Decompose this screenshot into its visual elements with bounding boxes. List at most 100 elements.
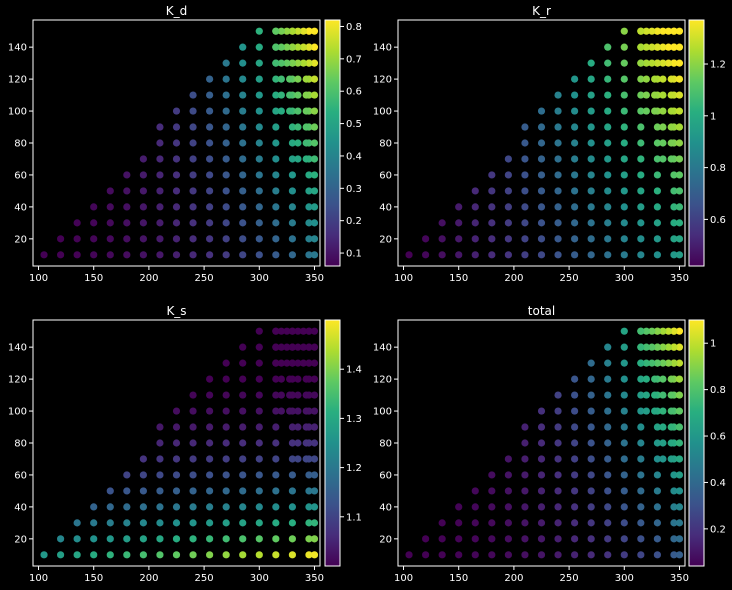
scatter-point xyxy=(222,471,230,479)
scatter-point xyxy=(139,251,147,259)
x-tick-label: 250 xyxy=(560,273,579,284)
scatter-point xyxy=(123,535,131,543)
scatter-point xyxy=(123,171,131,179)
scatter-point xyxy=(222,551,230,559)
scatter-point xyxy=(571,503,579,511)
scatter-point xyxy=(239,155,247,163)
scatter-point xyxy=(288,171,297,179)
scatter-point xyxy=(504,155,512,163)
scatter-point xyxy=(172,551,181,559)
scatter-point xyxy=(283,343,291,351)
scatter-point xyxy=(172,535,181,543)
scatter-point xyxy=(172,519,181,527)
y-tick-label: 60 xyxy=(14,170,27,181)
scatter-point xyxy=(571,155,579,163)
scatter-point xyxy=(554,251,562,259)
scatter-point xyxy=(642,91,650,99)
scatter-point xyxy=(471,235,479,243)
scatter-point xyxy=(255,439,263,447)
scatter-point xyxy=(156,139,164,147)
scatter-point xyxy=(620,219,628,227)
scatter-point xyxy=(455,551,463,559)
scatter-point xyxy=(421,551,430,559)
scatter-point xyxy=(272,391,280,399)
scatter-point xyxy=(294,123,302,131)
scatter-point xyxy=(56,535,65,543)
scatter-point xyxy=(587,171,595,179)
scatter-point xyxy=(222,123,230,131)
scatter-point xyxy=(667,375,675,383)
scatter-point xyxy=(438,535,446,543)
scatter-point xyxy=(302,375,310,383)
scatter-point xyxy=(206,203,214,211)
scatter-point xyxy=(653,343,662,351)
scatter-point xyxy=(637,327,645,335)
scatter-point xyxy=(310,327,319,335)
scatter-point xyxy=(189,107,197,115)
scatter-point xyxy=(222,107,230,115)
scatter-point xyxy=(286,107,294,115)
scatter-point xyxy=(471,219,479,227)
scatter-point xyxy=(172,439,181,447)
scatter-point xyxy=(294,139,302,147)
scatter-point xyxy=(571,107,579,115)
scatter-point xyxy=(277,391,285,399)
scatter-point xyxy=(286,391,294,399)
scatter-point xyxy=(222,503,230,511)
scatter-point xyxy=(305,235,313,243)
scatter-point xyxy=(471,251,479,259)
scatter-point xyxy=(73,535,81,543)
scatter-point xyxy=(670,219,678,227)
scatter-point xyxy=(239,187,247,195)
scatter-point xyxy=(521,155,529,163)
scatter-point xyxy=(604,203,612,211)
scatter-point xyxy=(40,251,48,259)
scatter-point xyxy=(294,155,302,163)
colorbar-tick-label: 1 xyxy=(710,111,716,122)
scatter-point xyxy=(667,455,675,463)
scatter-point xyxy=(675,139,684,147)
scatter-point xyxy=(239,139,247,147)
scatter-point xyxy=(571,455,579,463)
scatter-point xyxy=(604,471,612,479)
scatter-point xyxy=(172,139,181,147)
scatter-point xyxy=(90,535,98,543)
scatter-point xyxy=(272,107,280,115)
scatter-point xyxy=(272,251,280,259)
colorbar xyxy=(324,319,341,567)
scatter-point xyxy=(421,235,430,243)
scatter-point xyxy=(504,535,512,543)
scatter-point xyxy=(648,327,656,335)
scatter-point xyxy=(172,487,181,495)
panel-3: total 100 150 200 250 300 350 20 40 60 80 100 120 140… xyxy=(373,304,726,584)
scatter-point xyxy=(310,235,319,243)
scatter-point xyxy=(310,471,319,479)
scatter-point xyxy=(504,455,512,463)
scatter-point xyxy=(305,551,313,559)
scatter-point xyxy=(521,235,529,243)
scatter-point xyxy=(189,551,197,559)
scatter-point xyxy=(653,359,662,367)
y-tick-label: 80 xyxy=(379,439,392,450)
scatter-point xyxy=(659,43,667,51)
scatter-point xyxy=(139,535,147,543)
scatter-point xyxy=(488,203,496,211)
scatter-point xyxy=(620,423,628,431)
scatter-point xyxy=(272,407,280,415)
scatter-point xyxy=(288,203,297,211)
scatter-point xyxy=(664,59,673,67)
scatter-point xyxy=(667,91,675,99)
scatter-point xyxy=(521,139,529,147)
scatter-point xyxy=(299,27,308,35)
scatter-point xyxy=(189,91,197,99)
scatter-point xyxy=(302,439,310,447)
scatter-point xyxy=(648,343,656,351)
scatter-point xyxy=(405,551,413,559)
scatter-point xyxy=(90,203,98,211)
scatter-point xyxy=(587,155,595,163)
scatter-point xyxy=(272,219,280,227)
scatter-point xyxy=(305,171,313,179)
scatter-point xyxy=(239,535,247,543)
scatter-point xyxy=(604,503,612,511)
scatter-point xyxy=(172,455,181,463)
